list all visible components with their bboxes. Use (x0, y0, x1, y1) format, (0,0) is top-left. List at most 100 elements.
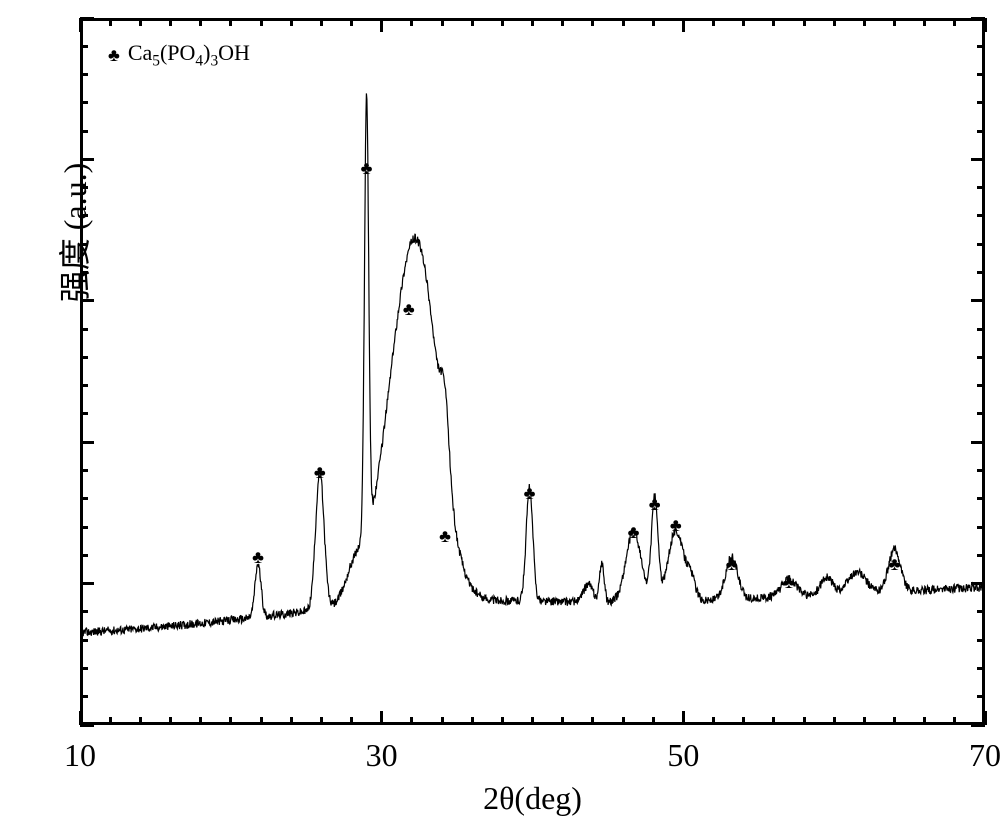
y-tick-right (977, 130, 985, 133)
y-tick (80, 554, 88, 557)
y-tick (80, 214, 88, 217)
y-tick-right (977, 214, 985, 217)
x-tick (320, 717, 323, 725)
y-tick-right (977, 328, 985, 331)
x-tick-top (591, 18, 594, 26)
y-tick (80, 441, 94, 444)
y-tick-right (977, 243, 985, 246)
x-tick (531, 717, 534, 725)
x-tick-top (471, 18, 474, 26)
y-tick-right (977, 356, 985, 359)
peak-marker: ♣ (403, 300, 415, 318)
x-tick (410, 717, 413, 725)
x-tick (893, 717, 896, 725)
x-tick (772, 717, 775, 725)
x-tick-top (320, 18, 323, 26)
y-tick (80, 73, 88, 76)
x-tick (622, 717, 625, 725)
y-tick (80, 412, 88, 415)
x-tick-top (290, 18, 293, 26)
y-tick-right (971, 441, 985, 444)
x-tick (833, 717, 836, 725)
y-tick-right (977, 412, 985, 415)
y-tick-right (971, 582, 985, 585)
x-tick-top (742, 18, 745, 26)
x-tick-top (169, 18, 172, 26)
x-tick-top (833, 18, 836, 26)
y-tick-right (977, 695, 985, 698)
y-tick (80, 101, 88, 104)
y-tick (80, 186, 88, 189)
x-tick (863, 717, 866, 725)
peak-marker: ♣ (726, 555, 738, 573)
y-tick (80, 328, 88, 331)
x-tick-top (652, 18, 655, 26)
x-tick-top (139, 18, 142, 26)
y-tick-right (977, 45, 985, 48)
y-tick-right (977, 271, 985, 274)
x-tick (380, 711, 383, 725)
x-tick-label: 50 (667, 737, 699, 774)
y-tick-right (971, 17, 985, 20)
x-tick (742, 717, 745, 725)
peak-marker: ♣ (361, 159, 373, 177)
y-tick (80, 158, 94, 161)
x-tick-label: 30 (366, 737, 398, 774)
y-tick (80, 497, 88, 500)
x-tick-top (712, 18, 715, 26)
y-tick (80, 356, 88, 359)
y-axis-title: 强度 (a.u.) (50, 162, 96, 302)
x-tick-top (229, 18, 232, 26)
x-tick (591, 717, 594, 725)
x-tick (441, 717, 444, 725)
y-tick (80, 667, 88, 670)
y-tick-right (977, 384, 985, 387)
y-tick (80, 299, 94, 302)
y-tick (80, 610, 88, 613)
x-tick (139, 717, 142, 725)
peak-marker: ♣ (524, 484, 536, 502)
peak-marker: ♣ (670, 516, 682, 534)
xrd-chart: 2θ(deg) 强度 (a.u.) ♣ Ca5(PO4)3OH 10305070… (0, 0, 1000, 837)
peak-marker: ♣ (783, 573, 795, 591)
x-tick (803, 717, 806, 725)
x-tick (199, 717, 202, 725)
x-tick (501, 717, 504, 725)
y-tick (80, 130, 88, 133)
x-tick (290, 717, 293, 725)
y-tick (80, 724, 94, 727)
peak-marker: ♣ (649, 495, 661, 513)
x-tick-top (380, 18, 383, 32)
y-tick-right (977, 526, 985, 529)
x-tick-top (260, 18, 263, 26)
x-tick-top (893, 18, 896, 26)
x-tick-top (501, 18, 504, 26)
peak-marker: ♣ (628, 523, 640, 541)
y-tick-right (971, 724, 985, 727)
x-tick (561, 717, 564, 725)
x-tick (350, 717, 353, 725)
x-tick-label: 10 (64, 737, 96, 774)
x-tick (923, 717, 926, 725)
x-tick (260, 717, 263, 725)
x-tick-top (953, 18, 956, 26)
peak-marker: ♣ (889, 555, 901, 573)
x-tick (712, 717, 715, 725)
y-tick (80, 639, 88, 642)
x-tick-top (561, 18, 564, 26)
y-tick-right (977, 554, 985, 557)
x-tick (471, 717, 474, 725)
x-tick-top (410, 18, 413, 26)
y-tick-right (971, 158, 985, 161)
legend-text: Ca5(PO4)3OH (128, 40, 250, 70)
y-tick-right (977, 186, 985, 189)
x-tick-label: 70 (969, 737, 1000, 774)
x-tick-top (772, 18, 775, 26)
y-tick-right (977, 101, 985, 104)
legend-icon: ♣ (108, 46, 120, 64)
y-tick (80, 384, 88, 387)
x-tick (953, 717, 956, 725)
x-tick (109, 717, 112, 725)
y-tick-right (977, 469, 985, 472)
x-tick (229, 717, 232, 725)
